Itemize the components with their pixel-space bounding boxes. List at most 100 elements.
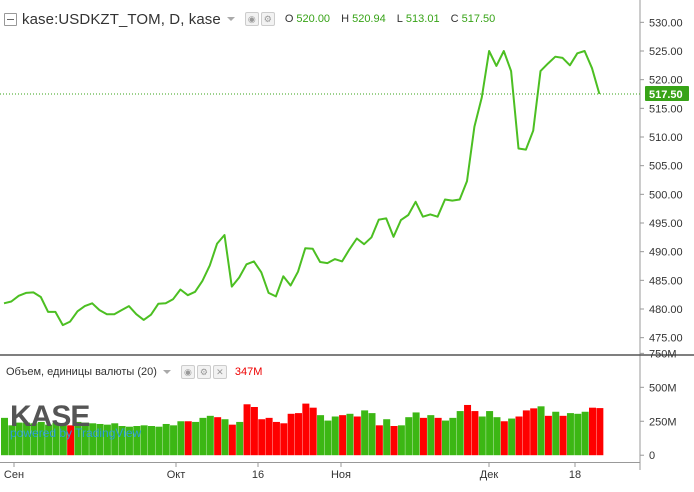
volume-bar bbox=[390, 426, 398, 456]
volume-bar bbox=[309, 407, 317, 456]
chevron-down-icon[interactable] bbox=[226, 17, 235, 21]
collapse-icon[interactable] bbox=[4, 12, 17, 26]
volume-bar bbox=[118, 426, 126, 456]
y-tick-label: 510.00 bbox=[649, 132, 683, 144]
volume-bar bbox=[30, 423, 38, 456]
volume-bar bbox=[265, 417, 273, 456]
volume-bar bbox=[67, 425, 75, 456]
ohlc-values: O 520.00 H 520.94 L 513.01 C 517.50 bbox=[285, 13, 503, 25]
volume-bar bbox=[221, 419, 229, 456]
volume-bar bbox=[133, 426, 141, 456]
volume-bar bbox=[353, 416, 361, 456]
volume-y-tick-label: 250M bbox=[649, 416, 677, 428]
y-tick-label: 475.00 bbox=[649, 333, 683, 345]
volume-bar bbox=[508, 418, 516, 456]
volume-bar bbox=[272, 421, 280, 456]
chart-header: kase:USDKZT_TOM, D, kase ◉ ⚙ O 520.00 H 52… bbox=[4, 9, 503, 29]
y-tick-label: 530.00 bbox=[649, 17, 683, 29]
kase-logo: KASE powered by TradingView bbox=[10, 400, 142, 441]
volume-bar bbox=[206, 415, 214, 456]
volume-bar bbox=[243, 404, 251, 456]
volume-bar bbox=[361, 410, 369, 456]
ohlc-low-key: L bbox=[396, 13, 403, 25]
kase-logo-text: KASE bbox=[10, 400, 90, 433]
x-tick-label: Ноя bbox=[331, 469, 351, 481]
volume-bar bbox=[405, 417, 413, 456]
tradingview-credit[interactable]: powered by TradingView bbox=[10, 426, 142, 440]
volume-bar bbox=[331, 416, 339, 456]
volume-bar bbox=[74, 421, 82, 456]
volume-bar bbox=[302, 403, 310, 456]
volume-bar bbox=[574, 413, 582, 456]
volume-bar bbox=[103, 424, 111, 456]
volume-bar bbox=[464, 404, 472, 456]
volume-bar bbox=[537, 406, 545, 456]
volume-bar bbox=[478, 416, 486, 456]
volume-bar bbox=[228, 424, 236, 456]
volume-bar bbox=[434, 417, 442, 456]
y-tick-label: 515.00 bbox=[649, 103, 683, 115]
volume-bar bbox=[258, 419, 266, 456]
volume-bar bbox=[397, 425, 405, 456]
volume-bar bbox=[140, 425, 148, 456]
volume-bar bbox=[368, 413, 376, 456]
volume-bar bbox=[456, 411, 464, 456]
volume-bar bbox=[383, 419, 391, 456]
y-tick-label: 485.00 bbox=[649, 275, 683, 287]
gear-icon[interactable]: ⚙ bbox=[196, 365, 211, 379]
volume-bar bbox=[280, 423, 288, 456]
y-tick-label: 480.00 bbox=[649, 304, 683, 316]
volume-bar bbox=[442, 420, 449, 456]
gear-icon[interactable]: ⚙ bbox=[260, 12, 275, 26]
volume-bar bbox=[23, 422, 31, 456]
volume-bar bbox=[566, 413, 574, 456]
ohlc-close-value: 517.50 bbox=[461, 13, 496, 25]
eye-icon[interactable]: ◉ bbox=[244, 12, 259, 26]
volume-y-tick-label: 500M bbox=[649, 382, 677, 394]
volume-y-tick-label: 0 bbox=[649, 450, 655, 462]
price-series-line bbox=[3, 50, 601, 327]
volume-bar bbox=[427, 415, 435, 456]
volume-bar bbox=[52, 422, 60, 456]
symbol-title[interactable]: kase:USDKZT_TOM, D, kase bbox=[22, 10, 221, 28]
volume-bar bbox=[419, 417, 427, 456]
x-tick-label: 16 bbox=[252, 469, 264, 481]
volume-value: 347M bbox=[234, 366, 263, 378]
volume-bar bbox=[81, 422, 89, 456]
volume-bar bbox=[589, 407, 596, 456]
y-tick-label: 520.00 bbox=[649, 75, 683, 87]
chevron-down-icon[interactable] bbox=[162, 370, 171, 374]
volume-bar bbox=[236, 421, 244, 456]
volume-y-tick-label: 750M bbox=[649, 348, 677, 360]
last-price-badge bbox=[645, 86, 689, 101]
volume-bar bbox=[552, 411, 560, 456]
x-tick-label: 18 bbox=[569, 469, 581, 481]
volume-bar bbox=[500, 421, 508, 456]
y-tick-label: 500.00 bbox=[649, 189, 683, 201]
volume-bar bbox=[45, 424, 53, 456]
volume-bar bbox=[8, 425, 16, 456]
ohlc-close-key: C bbox=[450, 13, 459, 25]
volume-bar bbox=[530, 408, 538, 456]
ohlc-open-key: O bbox=[284, 13, 294, 25]
volume-bar bbox=[317, 415, 325, 456]
eye-icon[interactable]: ◉ bbox=[180, 365, 195, 379]
x-tick-label: Сен bbox=[4, 469, 24, 481]
x-tick-label: Дек bbox=[480, 469, 499, 481]
x-tick-label: Окт bbox=[167, 469, 186, 481]
volume-title[interactable]: Объем, единицы валюты (20) bbox=[6, 366, 157, 378]
y-tick-label: 525.00 bbox=[649, 46, 683, 58]
price-axis-bg bbox=[640, 0, 694, 487]
volume-bar bbox=[522, 410, 530, 456]
close-icon[interactable]: ✕ bbox=[212, 365, 227, 379]
ohlc-open-value: 520.00 bbox=[296, 13, 331, 25]
ohlc-low-value: 513.01 bbox=[405, 13, 440, 25]
volume-bar bbox=[295, 413, 302, 456]
volume-bar bbox=[15, 422, 23, 456]
volume-bar bbox=[96, 423, 104, 456]
volume-bar bbox=[214, 417, 222, 456]
volume-bar bbox=[155, 426, 163, 456]
ohlc-high-key: H bbox=[341, 13, 350, 25]
